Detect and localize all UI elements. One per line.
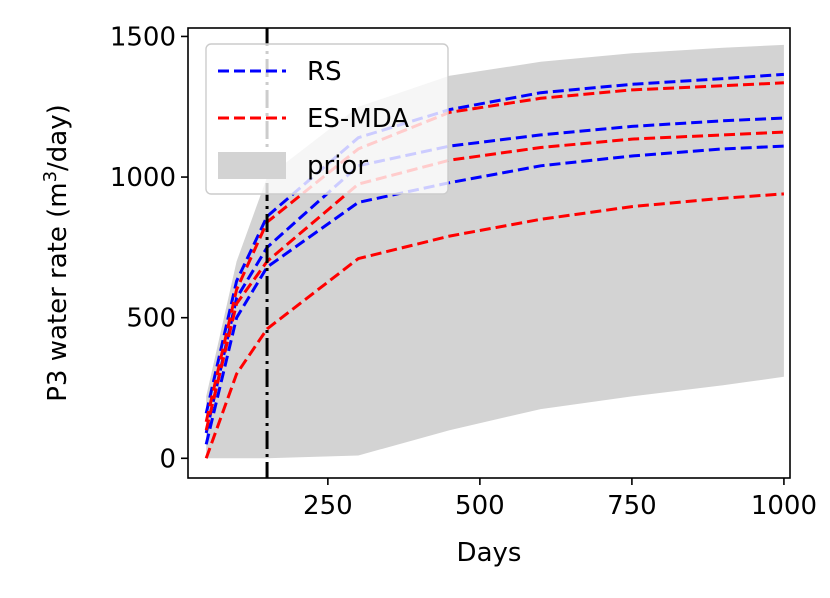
series-line-rs-p50 [204,116,784,434]
y-axis-label: P3 water rate (m3/day) [40,104,73,402]
x-axis-label: Days [457,538,522,568]
y-tick-label-1000: 1000 [110,163,176,193]
x-tick-label-1000: 1000 [751,491,817,521]
legend: RS ES-MDA prior [205,43,449,195]
y-axis-label-prefix: P3 water rate (m [43,182,73,401]
series-line-rs-p90 [204,72,785,414]
y-axis-label-superscript: 3 [40,171,61,182]
y-tick-label-1500: 1500 [110,22,176,52]
series-line-rs-p10 [204,144,784,445]
series-line-es-mda-p10 [204,192,785,459]
axes: 250 500 750 1000 0 500 1000 1500 [110,22,817,521]
legend-label-prior: prior [307,151,368,181]
series-line-es-mda-p90 [204,81,784,423]
x-tick-label-750: 750 [607,491,657,521]
legend-label-es-mda: ES-MDA [307,104,409,134]
y-tick-label-0: 0 [159,444,176,474]
series-line-es-mda-p50 [204,130,784,431]
x-tick-label-500: 500 [455,491,505,521]
legend-swatch-prior [218,152,286,179]
legend-label-rs: RS [307,57,342,87]
axes-frame [187,27,791,479]
y-axis-label-suffix: /day) [43,104,73,171]
x-tick-label-250: 250 [303,491,353,521]
y-tick-label-500: 500 [126,304,176,334]
